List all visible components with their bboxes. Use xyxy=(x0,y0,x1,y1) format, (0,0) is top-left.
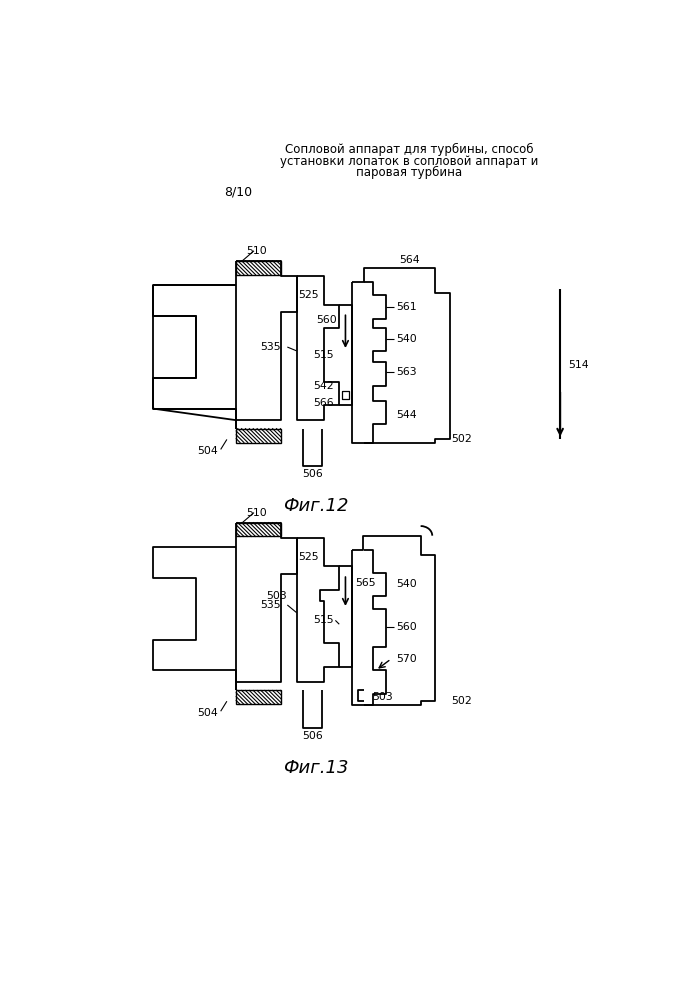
Text: 561: 561 xyxy=(396,302,417,312)
Text: 563: 563 xyxy=(396,368,417,378)
Bar xyxy=(236,429,281,443)
Text: 510: 510 xyxy=(246,246,267,256)
Text: Сопловой аппарат для турбины, способ: Сопловой аппарат для турбины, способ xyxy=(284,143,533,156)
Text: 544: 544 xyxy=(396,410,417,420)
Text: 540: 540 xyxy=(396,335,417,345)
Text: Фиг.13: Фиг.13 xyxy=(283,759,349,777)
Text: 570: 570 xyxy=(396,654,417,664)
Text: 506: 506 xyxy=(302,470,322,480)
Text: установки лопаток в сопловой аппарат и: установки лопаток в сопловой аппарат и xyxy=(280,155,538,168)
Bar xyxy=(236,522,281,536)
Text: 525: 525 xyxy=(298,291,318,301)
Text: 502: 502 xyxy=(452,696,473,706)
Text: 503: 503 xyxy=(266,590,287,600)
Text: 565: 565 xyxy=(355,578,375,588)
Text: 515: 515 xyxy=(313,615,334,625)
Text: 502: 502 xyxy=(452,435,473,445)
Text: 535: 535 xyxy=(261,342,281,352)
Text: 542: 542 xyxy=(313,381,334,391)
Text: 560: 560 xyxy=(396,621,417,631)
Text: 504: 504 xyxy=(197,707,218,717)
Text: 525: 525 xyxy=(298,552,318,562)
Text: 560: 560 xyxy=(316,315,337,325)
Text: 506: 506 xyxy=(302,731,322,741)
Text: 510: 510 xyxy=(246,507,267,517)
Bar xyxy=(236,690,281,704)
Text: 535: 535 xyxy=(261,600,281,610)
Text: 566: 566 xyxy=(313,399,334,409)
Text: Фиг.12: Фиг.12 xyxy=(283,498,349,515)
Text: 504: 504 xyxy=(197,446,218,456)
Text: 515: 515 xyxy=(313,350,334,360)
Text: паровая турбина: паровая турбина xyxy=(356,166,462,179)
Text: 540: 540 xyxy=(396,579,417,589)
Text: 8/10: 8/10 xyxy=(224,186,252,199)
Bar xyxy=(236,261,281,275)
Text: 514: 514 xyxy=(568,360,589,370)
Text: 503: 503 xyxy=(373,692,394,702)
Text: 564: 564 xyxy=(398,255,419,265)
